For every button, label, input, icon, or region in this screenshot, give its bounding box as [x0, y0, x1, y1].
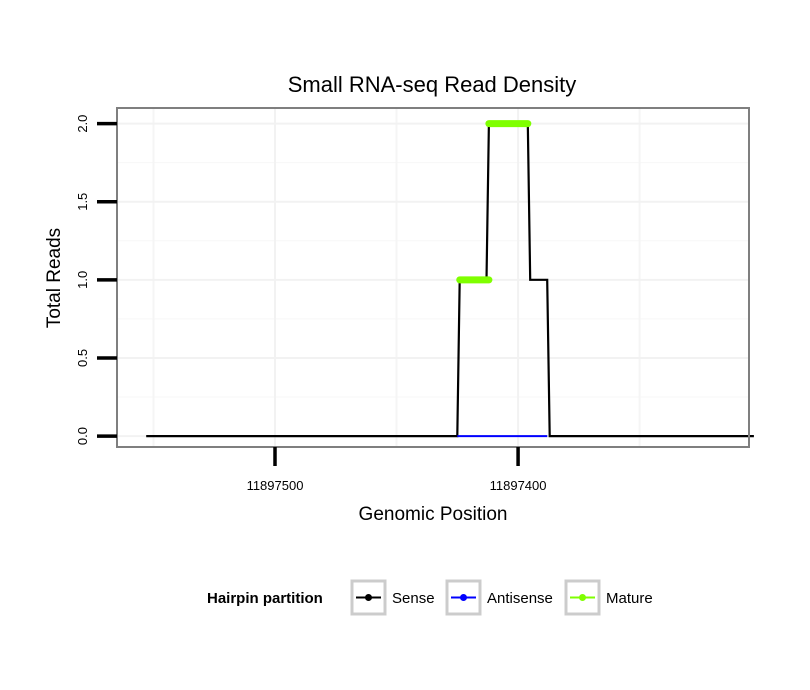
legend-label: Antisense: [487, 590, 553, 607]
chart-title: Small RNA-seq Read Density: [288, 72, 577, 97]
legend-key-point: [365, 594, 372, 601]
y-axis: 0.0 0.5 1.0 1.5 2.0: [75, 115, 117, 445]
plot-border: [116, 107, 750, 448]
y-tick-label: 0.5: [75, 349, 90, 367]
series-layer: [146, 120, 754, 438]
legend-label: Mature: [606, 590, 653, 607]
x-tick-label: 11897400: [490, 478, 547, 493]
legend-key-point: [579, 594, 586, 601]
legend-label: Sense: [392, 590, 435, 607]
y-axis-title: Total Reads: [44, 228, 65, 328]
minor-gridlines: [117, 108, 749, 447]
y-tick-label: 1.0: [75, 271, 90, 289]
x-axis: 11897500 11897400: [247, 447, 547, 493]
legend-key-point: [460, 594, 467, 601]
y-tick-label: 2.0: [75, 115, 90, 133]
major-gridlines: [117, 108, 749, 447]
legend: Hairpin partition Sense Antisense Mature: [207, 579, 653, 616]
y-tick-label: 1.5: [75, 193, 90, 211]
plot-panel: [117, 108, 749, 447]
x-axis-title: Genomic Position: [359, 504, 508, 525]
x-tick-label: 11897500: [247, 478, 304, 493]
y-tick-label: 0.0: [75, 427, 90, 445]
legend-title: Hairpin partition: [207, 590, 323, 607]
